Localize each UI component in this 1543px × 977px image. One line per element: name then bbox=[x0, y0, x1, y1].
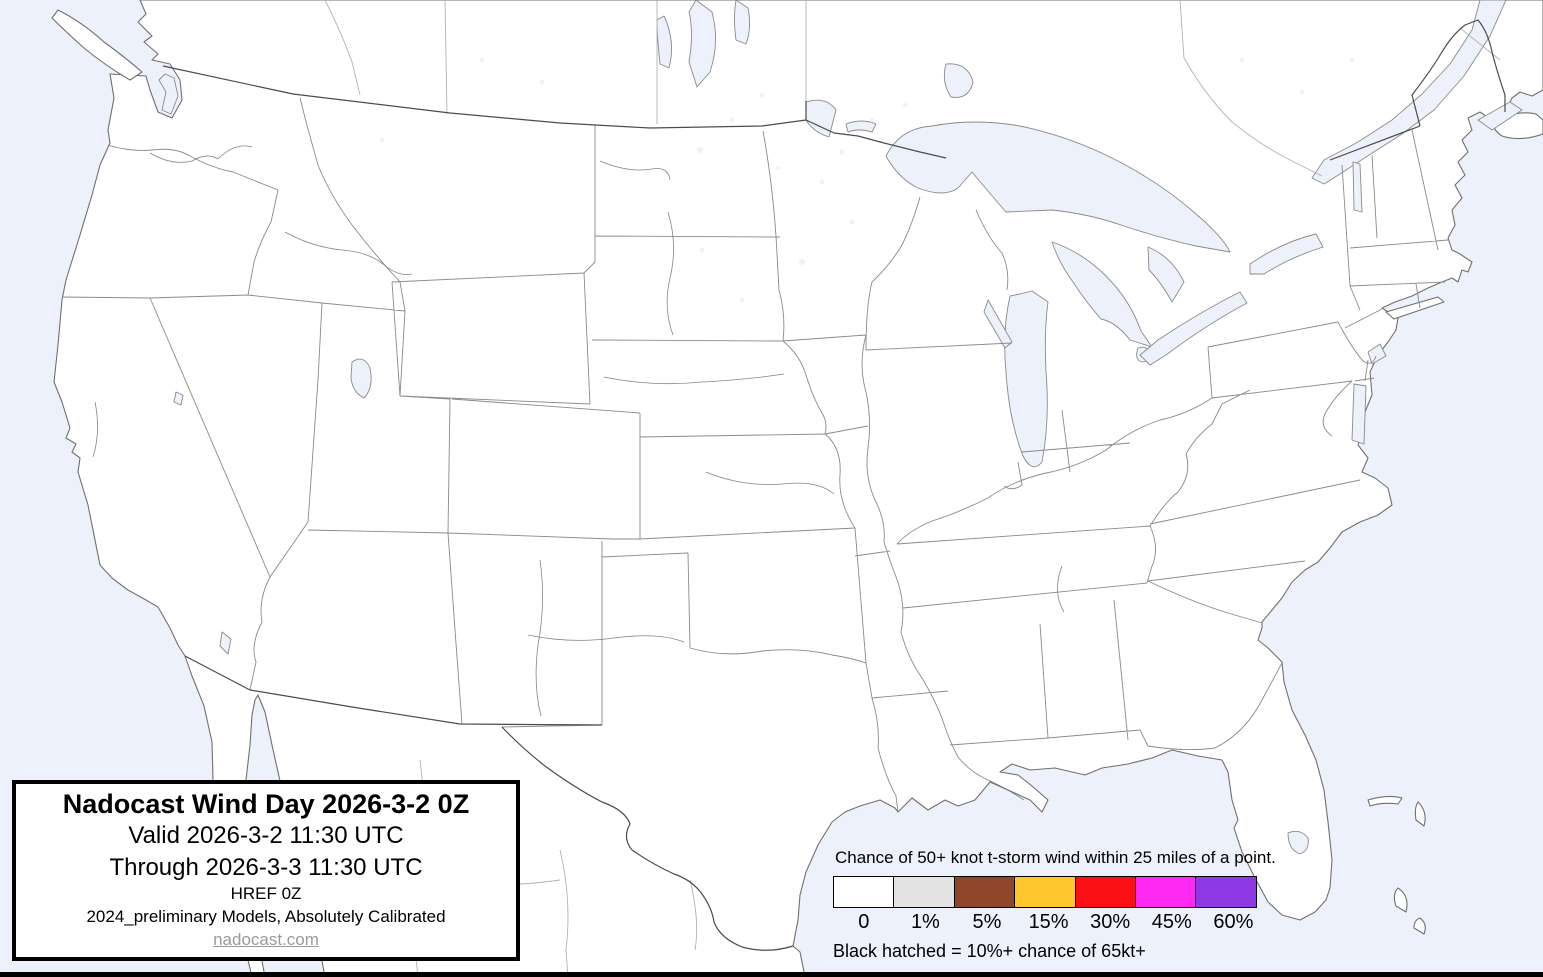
legend-swatches bbox=[833, 876, 1276, 908]
small-lakes bbox=[379, 57, 1355, 303]
bay-of-fundy bbox=[1477, 101, 1523, 131]
legend-note: Black hatched = 10%+ chance of 65kt+ bbox=[833, 941, 1146, 961]
lake-erie bbox=[1139, 291, 1248, 366]
lake-ontario bbox=[1249, 233, 1324, 275]
georgian-bay bbox=[1147, 246, 1185, 303]
legend-label-5%: 5% bbox=[972, 911, 1002, 933]
lake-huron bbox=[1051, 241, 1153, 348]
legend-swatch-60% bbox=[1195, 876, 1258, 908]
model-run-label: HREF 0Z bbox=[230, 883, 302, 903]
legend-label-1%: 1% bbox=[910, 911, 940, 933]
legend-swatch-0 bbox=[833, 876, 895, 908]
legend-label-60%: 60% bbox=[1213, 911, 1254, 933]
legend-title: Chance of 50+ knot t-storm wind within 2… bbox=[835, 848, 1276, 867]
vancouver-island bbox=[51, 9, 143, 81]
legend-swatch-30% bbox=[1074, 876, 1137, 908]
legend-label-15%: 15% bbox=[1028, 911, 1069, 933]
legend-swatch-45% bbox=[1135, 876, 1198, 908]
green-bay bbox=[983, 299, 1013, 349]
lake-superior bbox=[885, 121, 1231, 253]
delaware-bay bbox=[1367, 343, 1387, 365]
nadocast-link[interactable]: nadocast.com bbox=[213, 929, 319, 949]
probability-legend: Chance of 50+ knot t-storm wind within 2… bbox=[833, 848, 1276, 962]
lake-winnipegosis bbox=[734, 0, 751, 45]
lake-winnipeg bbox=[688, 0, 716, 88]
legend-swatch-1% bbox=[893, 876, 956, 908]
salton-sea bbox=[219, 631, 232, 655]
legend-label-0: 0 bbox=[858, 911, 870, 933]
legend-labels: 0 1% 5% 15% 30% 45% 60% bbox=[833, 911, 1276, 934]
legend-label-45%: 45% bbox=[1151, 911, 1192, 933]
st-lawrence-river bbox=[1311, 0, 1507, 185]
legend-swatch-15% bbox=[1014, 876, 1077, 908]
mainland-landmass bbox=[53, 0, 1543, 977]
bahamas-islands bbox=[1367, 795, 1426, 935]
province-borders bbox=[324, 0, 1501, 177]
valid-time: Valid 2026-3-2 11:30 UTC bbox=[128, 822, 404, 850]
long-island bbox=[1385, 296, 1445, 320]
forecast-title: Nadocast Wind Day 2026-3-2 0Z bbox=[62, 789, 470, 820]
lake-of-the-woods bbox=[805, 99, 837, 138]
lake-tahoe bbox=[173, 391, 184, 406]
lake-champlain bbox=[1352, 161, 1363, 213]
lake-michigan bbox=[1004, 290, 1049, 468]
models-note: 2024_preliminary Models, Absolutely Cali… bbox=[86, 906, 446, 926]
state-borders bbox=[61, 97, 1449, 813]
canada-border bbox=[162, 19, 1506, 161]
legend-swatch-5% bbox=[953, 876, 1016, 908]
lake-okeechobee bbox=[1287, 830, 1309, 855]
chesapeake-bay bbox=[1351, 383, 1367, 445]
rainy-lake bbox=[845, 120, 877, 133]
lake-nipigon bbox=[943, 63, 974, 98]
legend-label-30%: 30% bbox=[1090, 911, 1131, 933]
mexico-border bbox=[184, 655, 794, 951]
great-salt-lake bbox=[350, 358, 372, 399]
rivers bbox=[92, 145, 1065, 801]
puget-sound bbox=[158, 73, 179, 115]
map-frame-bottom bbox=[0, 972, 1543, 977]
title-box: Nadocast Wind Day 2026-3-2 0Z Valid 2026… bbox=[12, 780, 520, 961]
through-time: Through 2026-3-3 11:30 UTC bbox=[109, 853, 423, 881]
